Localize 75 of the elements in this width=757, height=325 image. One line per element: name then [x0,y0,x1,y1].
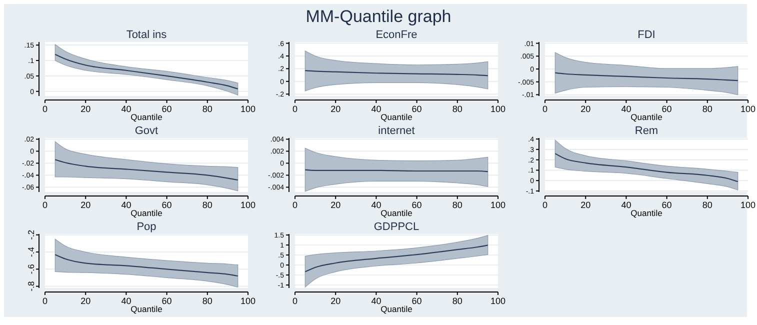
x-axis-title: Quantile [130,112,163,122]
x-tick-label: 0 [292,104,298,114]
x-tick-label: 100 [240,200,256,210]
x-tick-label: 80 [702,104,712,114]
x-tick-label: 100 [490,296,506,306]
x-tick-label: 100 [740,104,756,114]
y-tick-label: -.8 [26,281,36,292]
x-tick-label: 0 [542,104,548,114]
chart-title: Govt [134,125,158,137]
chart-title: Pop [136,221,156,233]
line-series [554,72,738,82]
x-tick-label: 100 [240,104,256,114]
x-tick-label: 40 [121,104,132,114]
x-tick-label: 0 [42,104,48,114]
chart-title: Total ins [126,29,168,41]
chart-title: EconFre [376,29,418,41]
x-axis-title: Quantile [380,112,413,122]
x-axis-title: Quantile [130,304,163,314]
chart-title: FDI [638,29,656,41]
x-axis-title: Quantile [630,112,663,122]
x-tick-label: 80 [702,200,712,210]
x-tick-label: 0 [292,200,298,210]
x-tick-label: 0 [292,296,298,306]
x-tick-label: 20 [80,104,91,114]
x-tick-label: 20 [330,296,341,306]
x-tick-label: 80 [452,104,462,114]
x-axis-title: Quantile [380,208,413,218]
x-tick-label: 20 [330,200,341,210]
chart-title: internet [378,125,415,137]
x-tick-label: 60 [162,296,172,306]
line-series [54,254,238,277]
chart-title: GDPPCL [374,221,420,233]
x-tick-label: 80 [452,200,462,210]
x-tick-label: 80 [202,296,212,306]
x-tick-label: 40 [121,200,132,210]
x-tick-label: 20 [330,104,341,114]
x-tick-label: 0 [42,296,48,306]
x-tick-label: 100 [240,296,256,306]
x-tick-label: 60 [162,200,172,210]
y-tick-label: -.6 [26,264,36,274]
line-series [54,159,238,181]
x-tick-label: 60 [412,200,422,210]
x-tick-label: 0 [42,200,48,210]
x-tick-label: 80 [452,296,462,306]
x-tick-label: 60 [662,104,672,114]
x-tick-label: 40 [121,296,132,306]
x-tick-label: 20 [580,104,591,114]
x-tick-label: 100 [490,200,506,210]
x-tick-label: 60 [412,104,422,114]
x-tick-label: 40 [621,200,632,210]
line-series [54,54,238,90]
x-tick-label: 40 [371,104,382,114]
x-tick-label: 0 [542,200,548,210]
x-tick-label: 40 [371,200,382,210]
y-tick-label: -.2 [26,230,36,240]
x-tick-label: 40 [371,296,382,306]
x-tick-label: 20 [80,200,91,210]
chart-title: Rem [634,125,658,137]
x-tick-label: 40 [621,104,632,114]
line-series [304,244,488,272]
x-axis-title: Quantile [630,208,663,218]
x-tick-label: 60 [662,200,672,210]
x-tick-label: 80 [202,200,212,210]
x-tick-label: 60 [412,296,422,306]
x-tick-label: 80 [202,104,212,114]
x-axis-title: Quantile [130,208,163,218]
y-tick-label: -.4 [26,246,36,257]
x-tick-label: 20 [80,296,91,306]
x-tick-label: 100 [740,200,756,210]
x-tick-label: 20 [580,200,591,210]
x-tick-label: 100 [490,104,506,114]
x-tick-label: 60 [162,104,172,114]
line-series [554,153,738,182]
x-axis-title: Quantile [380,304,413,314]
text: MM-Quantile graph [306,7,452,26]
